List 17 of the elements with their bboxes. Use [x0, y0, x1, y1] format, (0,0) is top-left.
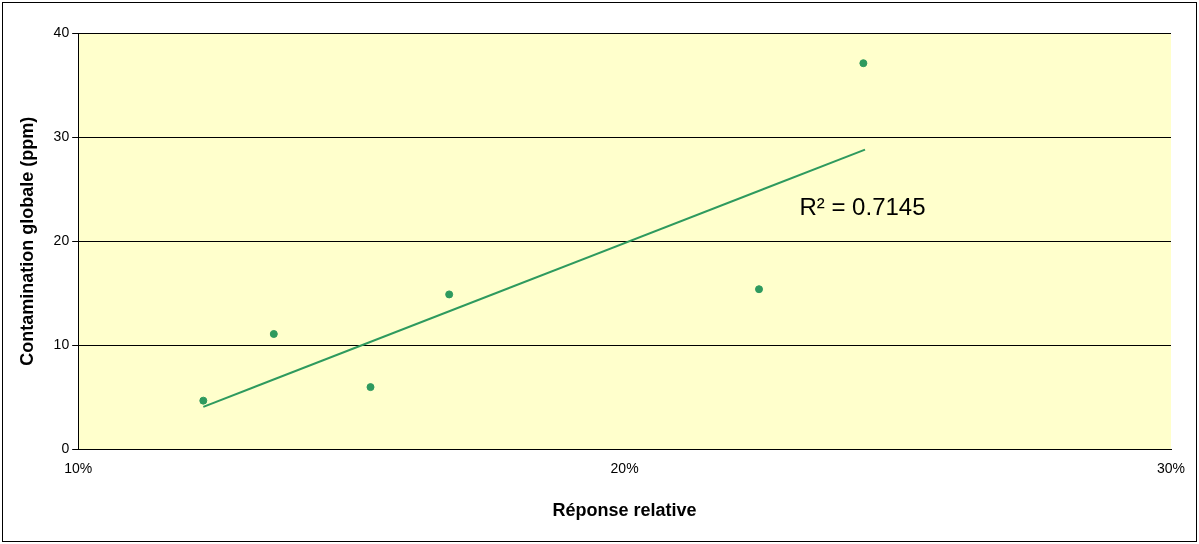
x-tick-label: 10% — [64, 459, 93, 476]
point — [199, 396, 208, 405]
y-tick-label: 0 — [61, 440, 70, 457]
x-tick-label: 30% — [1156, 459, 1186, 476]
y-tick-label: 20 — [53, 232, 70, 249]
y-tick-label: 40 — [53, 23, 70, 40]
point — [859, 59, 868, 68]
x-tick-label: 20% — [610, 459, 639, 476]
y-tick-label: 10 — [53, 336, 70, 353]
point — [366, 383, 375, 392]
annotation: R² = 0.7145 — [799, 192, 926, 220]
x-axis-title: Réponse relative — [552, 500, 697, 521]
point — [269, 329, 278, 338]
y-tick-label: 30 — [53, 128, 70, 145]
point — [445, 290, 454, 299]
point — [755, 285, 763, 294]
y-axis-title: Contamination globale (ppm) — [16, 116, 37, 366]
